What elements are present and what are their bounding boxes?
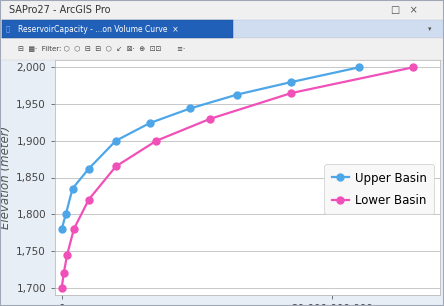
Lower Basin (64, 253, 70, 256)
Upper Basin (235, 93, 240, 96)
Text: ▾: ▾ (428, 26, 432, 32)
Upper Basin (86, 167, 91, 170)
Lower Basin (86, 198, 91, 201)
Lower Basin (71, 227, 76, 231)
Upper Basin (289, 80, 294, 84)
Text: ⊟  ▦·  Filter: ⬡  ⬡  ⊟  ⊟  ⬡  ↙  ⊠·  ⊕  ⊡⊡       ≡·: ⊟ ▦· Filter: ⬡ ⬡ ⊟ ⊟ ⬡ ↙ ⊠· ⊕ ⊡⊡ ≡· (18, 46, 185, 52)
Lower Basin (113, 165, 119, 168)
Lower Basin (410, 65, 416, 69)
Upper Basin (356, 65, 361, 69)
Lower Basin (154, 139, 159, 143)
Upper Basin (63, 212, 68, 216)
Legend: Upper Basin, Lower Basin: Upper Basin, Lower Basin (325, 164, 434, 214)
Upper Basin (187, 106, 193, 110)
Y-axis label: Elevation (meter): Elevation (meter) (0, 126, 12, 229)
Line: Lower Basin: Lower Basin (58, 64, 416, 291)
Upper Basin (113, 139, 119, 143)
Lower Basin (59, 286, 64, 289)
Text: □   ×: □ × (391, 5, 417, 15)
Text: Utah Reservoirs - Elevation Volume Curve: Utah Reservoirs - Elevation Volume Curve (55, 37, 389, 52)
Text: ReservoirCapacity - ...on Volume Curve  ×: ReservoirCapacity - ...on Volume Curve × (18, 24, 178, 33)
Line: Upper Basin: Upper Basin (58, 64, 362, 232)
Text: ⟋: ⟋ (5, 26, 10, 32)
Upper Basin (59, 227, 64, 231)
Lower Basin (61, 271, 67, 275)
Upper Basin (70, 187, 75, 190)
Lower Basin (208, 117, 213, 121)
Text: SAPro27 - ArcGIS Pro: SAPro27 - ArcGIS Pro (9, 5, 111, 15)
Upper Basin (147, 121, 152, 125)
Lower Basin (289, 91, 294, 95)
